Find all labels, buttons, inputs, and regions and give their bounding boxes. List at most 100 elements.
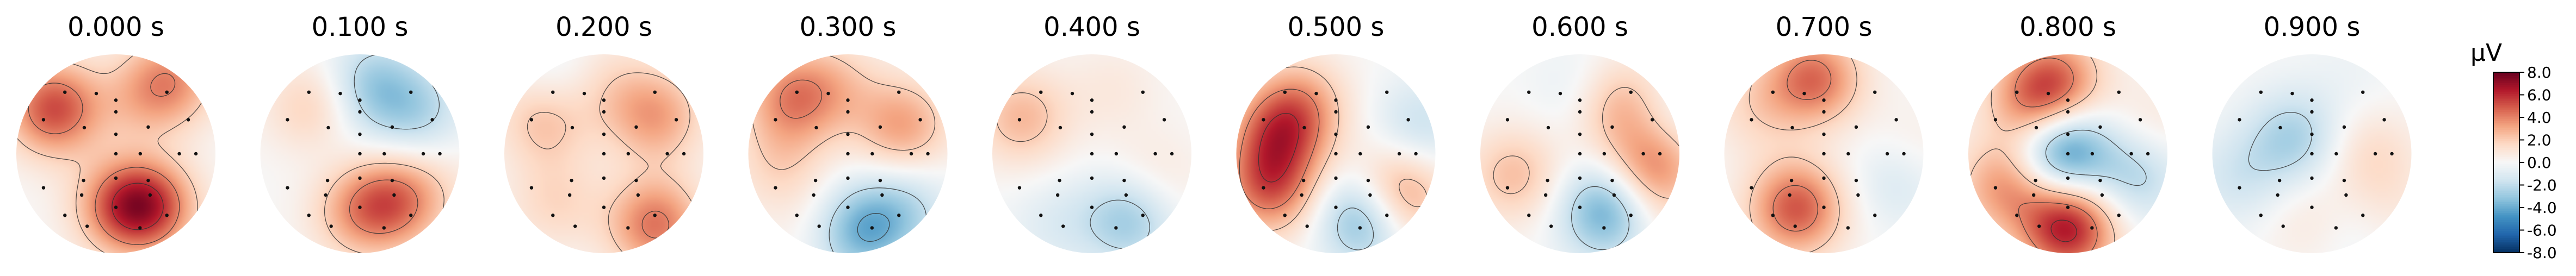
sensor-dot bbox=[1090, 98, 1094, 102]
sensor-dot bbox=[1854, 178, 1858, 183]
contour-lines bbox=[2248, 112, 2313, 171]
topomap-panel: 0.300 s bbox=[748, 12, 948, 253]
sensor-dot bbox=[1546, 178, 1549, 183]
sensor-dot bbox=[358, 98, 362, 102]
sensor-dot bbox=[2373, 152, 2377, 156]
colorbar-band bbox=[2493, 130, 2519, 133]
panel-title: 0.300 s bbox=[800, 12, 897, 42]
sensor-dot bbox=[1610, 178, 1614, 183]
sensor-dot bbox=[653, 214, 657, 217]
sensor-dot bbox=[409, 214, 413, 217]
colorbar-band bbox=[2493, 182, 2519, 185]
sensor-dot bbox=[570, 126, 574, 130]
sensor-dot bbox=[1305, 224, 1309, 228]
sensor-dot bbox=[2278, 126, 2282, 130]
sensor-dot bbox=[1505, 118, 1510, 122]
sensor-dot bbox=[1894, 118, 1898, 122]
sensor-dot bbox=[1334, 205, 1338, 209]
colorbar-band bbox=[2493, 175, 2519, 178]
colorbar-band bbox=[2493, 212, 2519, 215]
contour-line bbox=[857, 213, 890, 242]
colorbar-band bbox=[2493, 202, 2519, 204]
colorbar-tick-label: -8.0 bbox=[2527, 244, 2557, 262]
colorbar-band bbox=[2493, 124, 2519, 127]
panel-title: 0.800 s bbox=[2019, 12, 2116, 42]
colorbar-band bbox=[2493, 211, 2519, 214]
colorbar-tick-label: 2.0 bbox=[2527, 131, 2552, 149]
sensor-dot bbox=[1629, 90, 1633, 94]
sensor-dot bbox=[880, 193, 884, 197]
sensor-dot bbox=[2098, 125, 2102, 129]
colorbar-band bbox=[2493, 178, 2519, 181]
sensor-dot bbox=[1771, 90, 1775, 94]
sensor-dot bbox=[2334, 226, 2338, 230]
sensor-dot bbox=[165, 214, 169, 217]
sensor-dot bbox=[1789, 178, 1794, 183]
colorbar-band bbox=[2493, 234, 2519, 237]
panel-title: 0.200 s bbox=[555, 12, 652, 42]
colorbar-band bbox=[2493, 77, 2519, 80]
sensor-dot bbox=[1873, 214, 1877, 217]
sensor-dot bbox=[2034, 178, 2037, 183]
colorbar-ticks: 8.0 6.0 4.0 2.0 0.0 -2.0 -4.0 -6.0 -8.0 bbox=[2519, 64, 2557, 262]
colorbar-band bbox=[2493, 208, 2519, 210]
contour-line bbox=[16, 54, 208, 253]
colorbar-band bbox=[2493, 149, 2519, 152]
sensor-dot bbox=[1141, 90, 1145, 94]
sensor-dot bbox=[1750, 118, 1753, 122]
sensor-dot bbox=[634, 125, 638, 129]
sensor-dot bbox=[2046, 91, 2050, 96]
sensor-dot bbox=[324, 193, 328, 197]
sensor-dot bbox=[358, 132, 362, 136]
sensor-dot bbox=[358, 176, 362, 180]
sensor-dot bbox=[1334, 110, 1338, 114]
sensor-dot bbox=[1993, 186, 1998, 190]
sensor-dot bbox=[177, 152, 181, 156]
sensor-dot bbox=[2259, 214, 2263, 217]
colorbar-band bbox=[2493, 236, 2519, 239]
colorbar-band bbox=[2493, 227, 2519, 230]
contour-lines bbox=[16, 54, 208, 253]
sensor-dot bbox=[2259, 90, 2263, 94]
sensor-dot bbox=[1602, 152, 1607, 156]
contour-line bbox=[641, 210, 669, 239]
sensor-dot bbox=[2290, 91, 2294, 96]
sensor-dot bbox=[1802, 91, 1806, 96]
sensor-dot bbox=[1558, 91, 1562, 96]
sensor-dot bbox=[626, 152, 631, 156]
sensor-dot bbox=[1262, 186, 1265, 190]
sensor-dot bbox=[1993, 118, 1998, 122]
sensor-dot bbox=[114, 176, 118, 180]
colorbar-band bbox=[2493, 96, 2519, 98]
colorbar-band bbox=[2493, 99, 2519, 102]
colorbar-band bbox=[2493, 222, 2519, 224]
colorbar-band bbox=[2493, 114, 2519, 116]
sensor-dot bbox=[1885, 152, 1889, 156]
colorbar-band bbox=[2493, 205, 2519, 208]
colorbar-band bbox=[2493, 153, 2519, 156]
sensor-dot bbox=[2238, 186, 2241, 190]
sensor-dot bbox=[390, 178, 394, 183]
colorbar-band bbox=[2493, 137, 2519, 140]
sensor-dot bbox=[421, 152, 425, 156]
sensor-dot bbox=[529, 118, 534, 122]
sensor-dot bbox=[41, 186, 46, 190]
sensor-dot bbox=[846, 152, 850, 156]
sensor-dot bbox=[1283, 90, 1287, 94]
sensor-dot bbox=[1170, 152, 1174, 156]
sensor-dot bbox=[2310, 205, 2314, 209]
colorbar-band bbox=[2493, 218, 2519, 221]
sensor-dot bbox=[1578, 110, 1582, 114]
panel-title: 0.600 s bbox=[1531, 12, 1628, 42]
sensor-dot bbox=[774, 186, 777, 190]
sensor-dot bbox=[1650, 118, 1654, 122]
colorbar-band bbox=[2493, 229, 2519, 231]
sensor-dot bbox=[1856, 193, 1860, 197]
sensor-dot bbox=[2066, 132, 2070, 136]
sensor-dot bbox=[2382, 118, 2386, 122]
sensor-dot bbox=[2310, 98, 2314, 102]
sensor-dot bbox=[1366, 125, 1370, 129]
colorbar-band bbox=[2493, 162, 2519, 165]
colorbar-band bbox=[2493, 180, 2519, 183]
colorbar-band bbox=[2493, 146, 2519, 149]
